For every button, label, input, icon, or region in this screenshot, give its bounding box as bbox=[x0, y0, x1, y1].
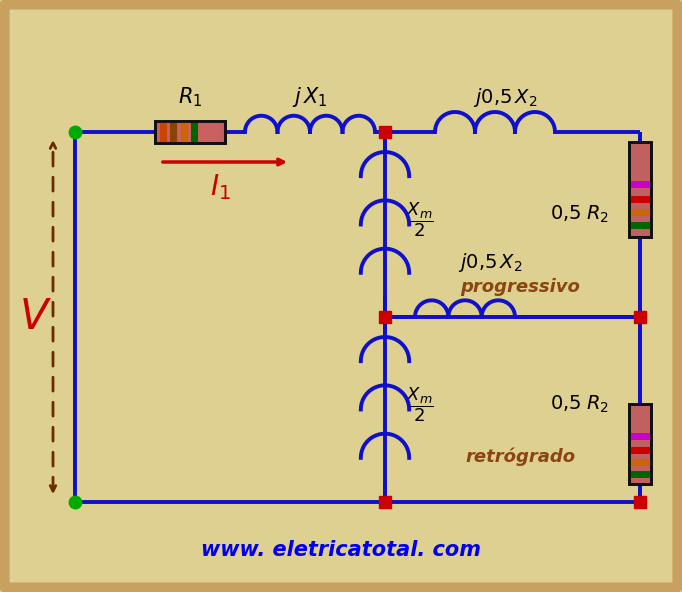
FancyBboxPatch shape bbox=[4, 4, 678, 588]
Bar bbox=[629, 142, 651, 237]
Text: retrógrado: retrógrado bbox=[465, 448, 575, 466]
Text: progressivo: progressivo bbox=[460, 278, 580, 296]
Bar bbox=[629, 404, 651, 484]
Text: $R_1$: $R_1$ bbox=[178, 85, 202, 109]
Text: www. eletricatotal. com: www. eletricatotal. com bbox=[201, 540, 481, 560]
Bar bbox=[160, 122, 220, 142]
Bar bbox=[155, 121, 225, 143]
Text: $j0{,}5\,X_2$: $j0{,}5\,X_2$ bbox=[458, 250, 522, 274]
Text: $j\,X_1$: $j\,X_1$ bbox=[292, 85, 328, 109]
Text: $0{,}5\;R_2$: $0{,}5\;R_2$ bbox=[550, 394, 610, 415]
Bar bbox=[629, 142, 651, 237]
Text: $\dfrac{X_m}{2}$: $\dfrac{X_m}{2}$ bbox=[406, 385, 434, 424]
Text: $I_1$: $I_1$ bbox=[209, 172, 231, 202]
Text: $\dfrac{X_m}{2}$: $\dfrac{X_m}{2}$ bbox=[406, 200, 434, 239]
Bar bbox=[629, 404, 651, 484]
Text: $0{,}5\;R_2$: $0{,}5\;R_2$ bbox=[550, 204, 610, 225]
Text: $V$: $V$ bbox=[18, 296, 51, 338]
Bar bbox=[155, 121, 225, 143]
Text: $j0{,}5\,X_2$: $j0{,}5\,X_2$ bbox=[473, 85, 537, 108]
